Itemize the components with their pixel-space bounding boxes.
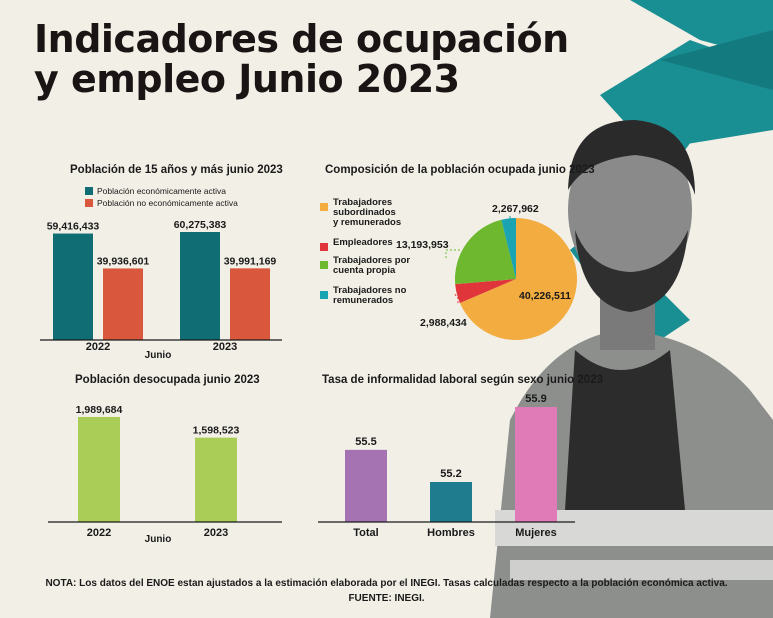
pie-slice — [455, 219, 516, 285]
data-label: 2,267,962 — [492, 203, 539, 215]
data-label: 1,598,523 — [193, 425, 240, 437]
legend-swatch — [320, 261, 328, 269]
x-axis-label: Junio — [145, 534, 172, 545]
chart-title: Población de 15 años y más junio 2023 — [70, 164, 283, 176]
data-label: 55.9 — [525, 393, 546, 405]
x-tick-label: 2023 — [213, 341, 237, 353]
legend-label: Población económicamente activa — [97, 186, 226, 196]
chart-title: Población desocupada junio 2023 — [75, 374, 260, 386]
data-label: 55.5 — [355, 436, 376, 448]
data-label: 59,416,433 — [47, 221, 100, 233]
bar — [78, 417, 120, 522]
bar — [53, 233, 93, 340]
data-label: 60,275,383 — [174, 219, 227, 231]
data-label: 40,226,511 — [519, 290, 571, 302]
teal-stripe — [660, 30, 773, 90]
legend-item: Población económicamente activa — [85, 186, 226, 196]
x-tick-label: 2023 — [204, 527, 228, 539]
beard-shape — [575, 230, 688, 312]
legend-swatch — [85, 187, 93, 195]
source-note: FUENTE: INEGI. — [348, 593, 425, 604]
x-tick-label: Mujeres — [515, 527, 557, 539]
bar — [103, 268, 143, 340]
legend-label: Población no económicamente activa — [97, 198, 238, 208]
x-tick-label: 2022 — [86, 341, 110, 353]
legend-swatch — [85, 199, 93, 207]
legend-item: Población no económicamente activa — [85, 198, 238, 208]
data-label: 39,936,601 — [97, 255, 150, 267]
legend-swatch — [320, 243, 328, 251]
bar — [195, 437, 237, 522]
x-tick-label: Hombres — [427, 527, 475, 539]
data-label: 1,989,684 — [76, 404, 123, 416]
legend-label: Trabajadores no remunerados — [333, 285, 407, 306]
x-axis-label: Junio — [145, 350, 172, 361]
page-title-line2: y empleo Junio 2023 — [34, 57, 460, 101]
reflective-stripe — [510, 560, 773, 580]
data-label: 2,988,434 — [420, 317, 467, 329]
bar — [430, 482, 472, 522]
leader-line — [445, 249, 460, 258]
pie-slice — [501, 218, 516, 279]
leader-line — [454, 293, 459, 305]
page-title-line1: Indicadores de ocupación — [34, 17, 569, 61]
pie-slice — [459, 218, 577, 340]
chart-title: Composición de la población ocupada juni… — [325, 164, 595, 176]
legend-label: Trabajadores subordinados y remunerados — [333, 197, 402, 228]
legend-swatch — [320, 203, 328, 211]
x-tick-label: 2022 — [87, 527, 111, 539]
bar — [345, 449, 387, 522]
legend-label: Trabajadores por cuenta propia — [333, 255, 411, 276]
bar — [180, 232, 220, 340]
hair-shape — [568, 120, 695, 195]
data-label: 13,193,953 — [396, 239, 449, 251]
footnote: NOTA: Los datos del ENOE estan ajustados… — [45, 578, 728, 589]
bar — [230, 268, 270, 340]
data-label: 39,991,169 — [224, 255, 277, 267]
chart-title: Tasa de informalidad laboral según sexo … — [322, 374, 603, 386]
pie-slice — [455, 279, 516, 304]
legend-swatch — [320, 291, 328, 299]
data-label: 55.2 — [440, 468, 461, 480]
bar — [515, 407, 557, 522]
head-shape — [568, 128, 692, 292]
legend-label: Empleadores — [333, 237, 393, 248]
x-tick-label: Total — [353, 527, 378, 539]
shirt-shape — [565, 350, 685, 510]
